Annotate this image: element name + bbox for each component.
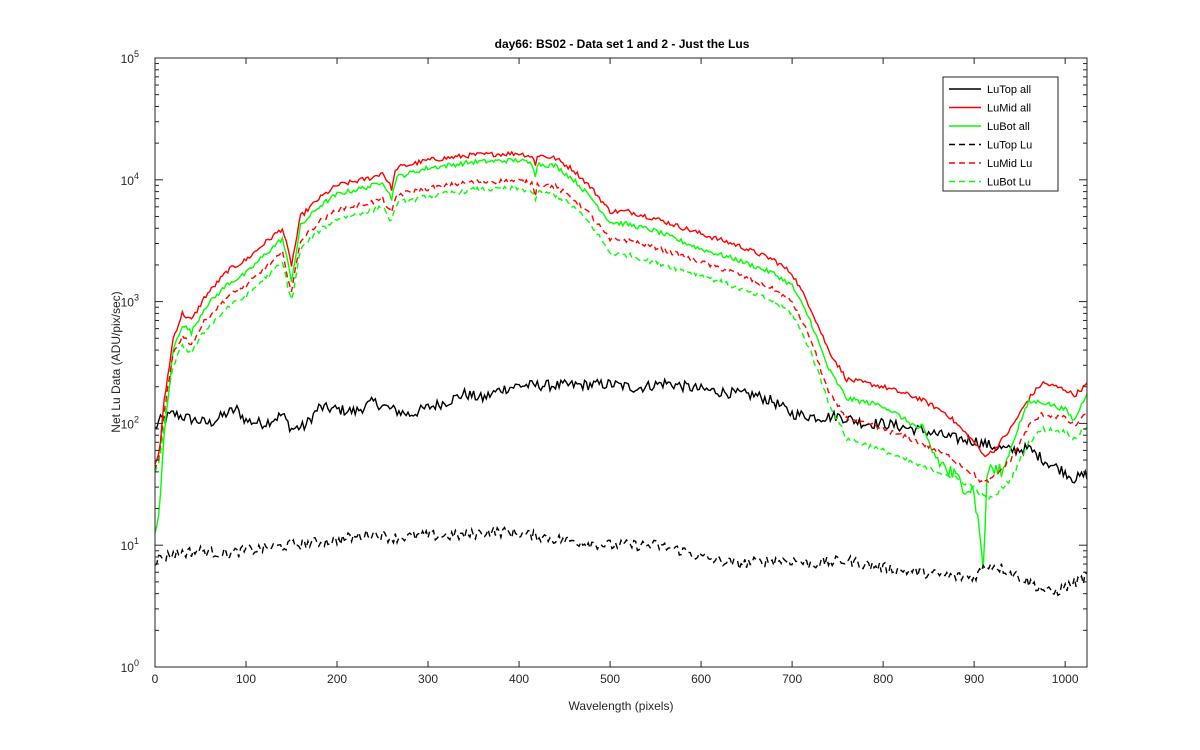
x-tick-label: 700 [782, 672, 802, 686]
chart-title: day66: BS02 - Data set 1 and 2 - Just th… [495, 37, 750, 51]
x-tick-label: 300 [418, 672, 438, 686]
series-layer [154, 150, 1088, 597]
series-line-3 [154, 524, 1088, 597]
x-axis: 0 100 200 300 400 500 600 700 800 900 1000 [152, 58, 1079, 686]
legend-entry: LuMid Lu [987, 158, 1032, 170]
legend-entry: LuTop Lu [987, 140, 1032, 152]
x-tick-label: 800 [873, 672, 893, 686]
x-tick-label: 900 [964, 672, 984, 686]
series-line-0 [154, 377, 1088, 484]
legend-entry: LuTop all [987, 84, 1031, 96]
plot-frame [154, 57, 1088, 668]
x-tick-label: 400 [509, 672, 529, 686]
legend-entry: LuBot all [987, 121, 1030, 133]
y-axis-label: Net Lu Data (ADU/pix/sec) [109, 291, 123, 432]
legend-box [942, 76, 1059, 192]
series-line-1 [154, 150, 1088, 465]
y-tick-label: 103 [121, 293, 139, 310]
x-tick-label: 100 [236, 672, 256, 686]
y-tick-label: 105 [121, 49, 139, 66]
x-tick-label: 1000 [1052, 672, 1079, 686]
plot-area [155, 58, 1087, 667]
series-line-5 [154, 184, 1088, 501]
x-axis-label: Wavelength (pixels) [569, 699, 674, 713]
x-tick-label: 200 [327, 672, 347, 686]
y-tick-label: 104 [121, 171, 139, 188]
legend-entry: LuMid all [987, 103, 1031, 115]
legend-entry: LuBot Lu [987, 177, 1031, 189]
y-tick-label: 102 [121, 414, 139, 431]
y-tick-label: 100 [121, 658, 139, 675]
series-line-2 [154, 157, 1088, 570]
x-tick-label: 0 [152, 672, 159, 686]
y-tick-label: 101 [121, 536, 139, 553]
x-tick-label: 500 [600, 672, 620, 686]
x-tick-label: 600 [691, 672, 711, 686]
y-axis: 100 101 102 103 104 105 [121, 49, 1087, 675]
legend: LuTop all LuMid all LuBot all LuTop Lu LuMid… [942, 76, 1059, 192]
